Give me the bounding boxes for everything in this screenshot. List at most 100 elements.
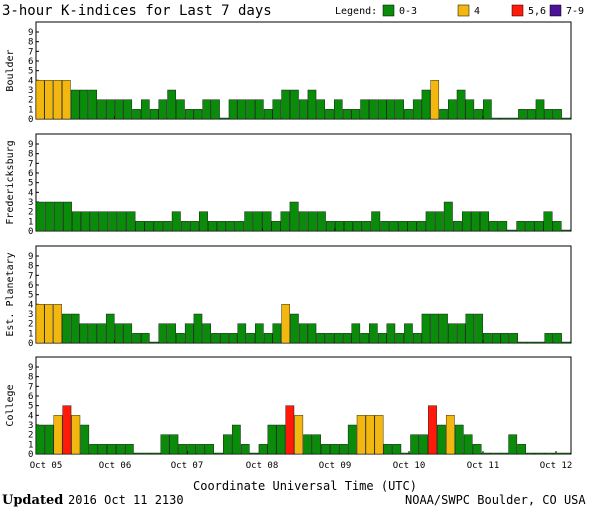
bar — [386, 99, 396, 120]
bar — [169, 434, 179, 455]
bar — [80, 424, 90, 455]
bar — [223, 434, 232, 455]
bar — [272, 99, 282, 120]
y-tick-label: 4 — [28, 76, 33, 86]
bar — [472, 444, 482, 455]
bar — [312, 434, 321, 455]
bar — [90, 211, 100, 232]
bar — [307, 323, 317, 344]
bar — [99, 211, 109, 232]
bar — [262, 211, 272, 232]
bar — [562, 341, 571, 344]
bar — [430, 313, 440, 344]
bar — [53, 201, 63, 232]
x-tick-label: Oct 08 — [246, 461, 279, 471]
bar — [471, 211, 480, 232]
bar — [325, 333, 334, 344]
bar — [474, 109, 483, 120]
bar — [253, 211, 263, 232]
bar — [535, 99, 545, 120]
bar — [105, 313, 115, 344]
x-tick-label: Oct 09 — [319, 461, 352, 471]
bar — [289, 201, 299, 232]
y-tick-label: 5 — [28, 291, 33, 301]
y-axis-label: Est. Planetary — [5, 252, 16, 336]
bar — [135, 221, 145, 232]
bar — [187, 444, 197, 455]
bar — [171, 211, 181, 232]
bar — [516, 221, 526, 232]
bar — [401, 452, 411, 455]
bar — [377, 333, 387, 344]
bar — [126, 211, 136, 232]
bar — [176, 333, 185, 344]
bar — [500, 333, 510, 344]
bar — [294, 415, 304, 455]
bar — [509, 117, 518, 120]
y-tick-label: 7 — [28, 271, 33, 281]
bar — [81, 211, 91, 232]
bar — [544, 452, 553, 455]
bar — [142, 452, 152, 455]
y-tick-label: 1 — [28, 329, 33, 339]
y-tick-label: 4 — [28, 188, 33, 198]
legend-swatch-4 — [457, 4, 470, 17]
legend-swatch-5-6 — [511, 4, 524, 17]
bar — [158, 99, 168, 120]
bar — [416, 221, 426, 232]
bar — [180, 221, 190, 232]
bar — [386, 323, 396, 344]
bar — [518, 341, 527, 344]
bar — [452, 221, 462, 232]
bar — [160, 434, 170, 455]
bar — [369, 99, 378, 120]
bar — [79, 323, 89, 344]
x-axis-label: Coordinate Universal Time (UTC) — [193, 479, 417, 493]
bar — [271, 221, 281, 232]
bar — [35, 424, 45, 455]
bar — [483, 333, 492, 344]
bar — [285, 405, 295, 455]
bar — [133, 452, 143, 455]
y-tick-label: 3 — [28, 310, 33, 320]
y-tick-label: 2 — [28, 208, 33, 218]
bar — [395, 99, 404, 120]
bar — [461, 211, 471, 232]
y-tick-label: 6 — [28, 281, 33, 291]
bar — [196, 444, 206, 455]
bar — [255, 323, 264, 344]
bar — [178, 444, 188, 455]
bar — [132, 333, 141, 344]
x-tick-label: Oct 11 — [467, 461, 500, 471]
bar — [456, 89, 466, 120]
y-tick-label: 5 — [28, 402, 33, 412]
bar — [483, 99, 492, 120]
bar — [244, 211, 254, 232]
bar — [162, 221, 172, 232]
bar — [219, 117, 229, 120]
bar — [552, 452, 562, 455]
legend-swatch-7-9 — [549, 4, 562, 17]
bar — [334, 99, 343, 120]
bar — [114, 99, 124, 120]
y-tick-label: 9 — [28, 140, 33, 150]
bar — [116, 444, 125, 455]
bar — [553, 333, 562, 344]
bar — [412, 333, 422, 344]
bar — [535, 452, 544, 455]
bar — [543, 211, 553, 232]
y-tick-label: 8 — [28, 262, 33, 272]
bar — [421, 89, 431, 120]
y-tick-label: 6 — [28, 169, 33, 179]
bar — [298, 99, 308, 120]
bar — [491, 333, 501, 344]
bar — [454, 424, 464, 455]
bar — [149, 109, 159, 120]
bar — [105, 99, 115, 120]
bar — [124, 444, 134, 455]
bar — [214, 452, 223, 455]
y-tick-label: 3 — [28, 421, 33, 431]
